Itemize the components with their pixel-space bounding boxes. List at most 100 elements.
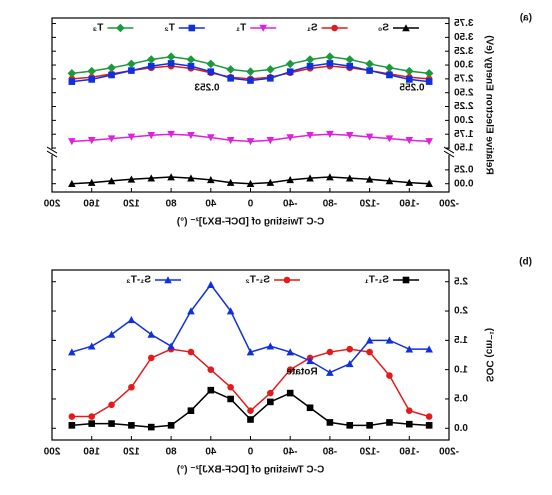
x-tick-label: 80	[165, 447, 177, 458]
marker	[326, 348, 334, 356]
marker	[286, 68, 294, 75]
x-axis-title: C-C Twisting of [DCF-BXJ]²⁻ (°)	[177, 465, 324, 476]
y-tick-label: 1.0	[454, 364, 468, 375]
marker	[325, 52, 335, 62]
legend-label: S₁-T₂	[245, 275, 270, 286]
legend-label: T₃	[92, 23, 103, 34]
marker	[167, 60, 175, 67]
marker	[206, 59, 216, 69]
marker	[207, 176, 215, 184]
y-tick-label: 1.75	[454, 129, 474, 140]
marker	[227, 383, 234, 391]
marker	[107, 330, 116, 338]
marker	[226, 178, 235, 186]
marker	[267, 389, 274, 397]
marker	[402, 24, 410, 32]
marker	[87, 66, 96, 76]
legend-label: T₂	[164, 23, 175, 34]
marker	[346, 422, 354, 429]
marker	[386, 372, 393, 379]
x-tick-label: 200	[43, 447, 60, 458]
axis-break-gap	[446, 149, 452, 156]
annotation: 0.253	[194, 83, 219, 94]
marker	[128, 422, 135, 429]
marker	[186, 55, 196, 64]
y-tick-label: 0.00	[454, 178, 474, 189]
marker	[425, 413, 433, 420]
axis-break	[46, 146, 58, 154]
marker	[285, 59, 295, 69]
axis-break	[443, 150, 455, 158]
marker	[306, 62, 314, 70]
marker	[267, 75, 274, 82]
marker	[406, 407, 413, 414]
marker	[88, 420, 95, 427]
x-tick-label: -80	[322, 447, 337, 458]
marker	[266, 136, 275, 145]
marker	[386, 71, 393, 79]
marker	[207, 134, 215, 142]
marker	[187, 407, 195, 414]
y-tick-label: 1.5	[454, 335, 468, 346]
marker	[108, 420, 115, 427]
x-tick-label: 80	[165, 199, 177, 210]
marker	[188, 24, 196, 32]
x-tick-label: 160	[83, 447, 100, 458]
annotation: Rotate	[286, 367, 318, 378]
marker	[227, 75, 234, 82]
marker	[345, 359, 354, 368]
marker	[116, 23, 125, 33]
marker	[306, 132, 314, 140]
marker	[305, 55, 315, 64]
marker	[331, 24, 338, 32]
marker	[266, 178, 275, 186]
y-tick-label: 1.50	[454, 143, 474, 154]
marker	[164, 276, 172, 284]
marker	[425, 179, 433, 187]
marker	[127, 59, 136, 69]
marker	[166, 52, 176, 62]
legend-label: S₁	[307, 23, 318, 34]
marker	[365, 133, 374, 141]
marker	[326, 60, 334, 67]
marker	[385, 336, 394, 344]
marker	[147, 330, 156, 338]
marker	[402, 276, 410, 284]
marker	[346, 62, 354, 70]
x-tick-label: -200	[439, 447, 459, 458]
marker	[366, 422, 373, 429]
x-tick-label: 40	[205, 199, 217, 210]
marker	[385, 63, 394, 73]
marker	[246, 138, 255, 146]
marker	[68, 413, 76, 420]
marker	[366, 348, 373, 356]
x-tick-label: -80	[322, 199, 337, 210]
marker	[88, 413, 95, 420]
axis-break	[46, 150, 58, 158]
marker	[167, 130, 175, 138]
marker	[226, 307, 235, 315]
x-axis-title: C-C Twisting of [DCF-BXJ]²⁻ (°)	[177, 217, 324, 228]
marker	[247, 77, 254, 84]
marker	[128, 67, 135, 74]
marker	[107, 177, 116, 185]
marker	[127, 316, 136, 324]
x-tick-label: 120	[123, 199, 140, 210]
x-tick-label: -160	[399, 447, 419, 458]
marker	[127, 175, 136, 183]
marker	[283, 276, 291, 284]
marker	[187, 348, 195, 356]
y-axis-title: SOC (cm⁻¹)	[483, 328, 494, 382]
y-tick-label: 2.00	[454, 115, 474, 126]
marker	[385, 177, 394, 185]
marker	[108, 71, 115, 79]
marker	[286, 134, 294, 142]
y-tick-label: 2.5	[454, 276, 468, 287]
x-tick-label: 120	[123, 447, 140, 458]
marker	[259, 24, 267, 32]
marker	[405, 136, 414, 145]
marker	[405, 345, 414, 353]
marker	[425, 422, 433, 429]
